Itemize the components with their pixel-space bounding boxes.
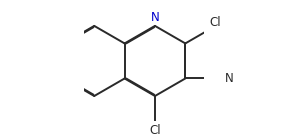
Text: N: N — [225, 72, 234, 85]
Text: N: N — [151, 11, 159, 24]
Text: Cl: Cl — [209, 16, 221, 29]
Text: Cl: Cl — [149, 124, 161, 137]
